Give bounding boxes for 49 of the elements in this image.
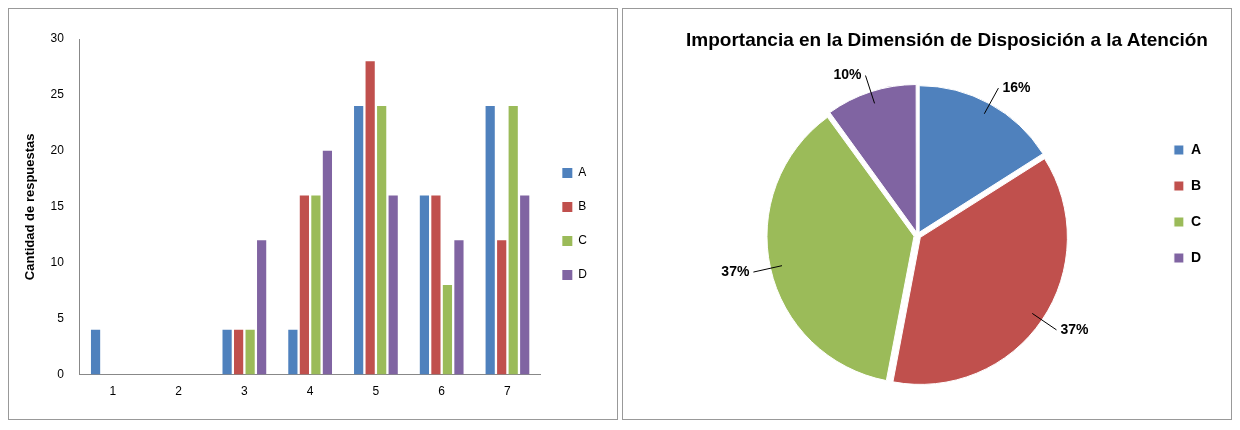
legend-label: B xyxy=(578,199,587,214)
data-label: 10% xyxy=(833,66,863,83)
y-tick-label: 30 xyxy=(50,31,65,46)
legend-label: A xyxy=(578,165,587,180)
data-label: 16% xyxy=(1002,78,1031,95)
y-tick-label: 5 xyxy=(57,310,65,325)
bar xyxy=(520,195,530,375)
bar xyxy=(454,240,464,375)
bar xyxy=(442,285,453,375)
bar xyxy=(419,195,430,375)
bar xyxy=(485,106,495,375)
bar xyxy=(245,329,255,375)
bar xyxy=(365,61,375,375)
bar xyxy=(377,106,387,375)
bar xyxy=(354,106,364,375)
bar xyxy=(311,195,321,375)
legend-label: D xyxy=(578,267,588,282)
bar xyxy=(497,240,507,375)
bar xyxy=(90,329,101,375)
x-tick-label: 6 xyxy=(438,384,446,399)
bar xyxy=(508,106,518,375)
data-label: 37% xyxy=(721,262,750,279)
x-tick-label: 7 xyxy=(504,384,512,399)
legend-label: C xyxy=(1190,212,1202,229)
bar xyxy=(222,329,232,375)
x-tick-label: 3 xyxy=(241,384,249,399)
bar xyxy=(388,195,398,375)
chart-title: Importancia en la Dimensión de Disposición a la Atención xyxy=(686,28,1208,50)
y-axis-title: Cantidad de respuestas xyxy=(22,133,38,281)
bar xyxy=(299,195,309,375)
legend-label: A xyxy=(1190,140,1202,157)
bar xyxy=(257,240,267,375)
y-tick-label: 15 xyxy=(50,199,65,214)
data-label: 37% xyxy=(1060,320,1090,337)
x-tick-label: 1 xyxy=(109,384,117,399)
x-tick-label: 2 xyxy=(175,384,183,399)
legend-label: D xyxy=(1190,248,1202,265)
x-tick-label: 4 xyxy=(306,384,314,399)
legend-label: B xyxy=(1190,176,1202,193)
bar xyxy=(288,329,298,375)
bar xyxy=(322,150,333,375)
bar xyxy=(234,329,244,375)
bar xyxy=(431,195,441,375)
y-tick-label: 10 xyxy=(50,255,65,270)
x-tick-label: 5 xyxy=(372,384,380,399)
legend-label: C xyxy=(578,233,588,248)
y-tick-label: 20 xyxy=(50,143,65,158)
y-tick-label: 25 xyxy=(50,87,65,102)
y-tick-label: 0 xyxy=(57,366,65,381)
